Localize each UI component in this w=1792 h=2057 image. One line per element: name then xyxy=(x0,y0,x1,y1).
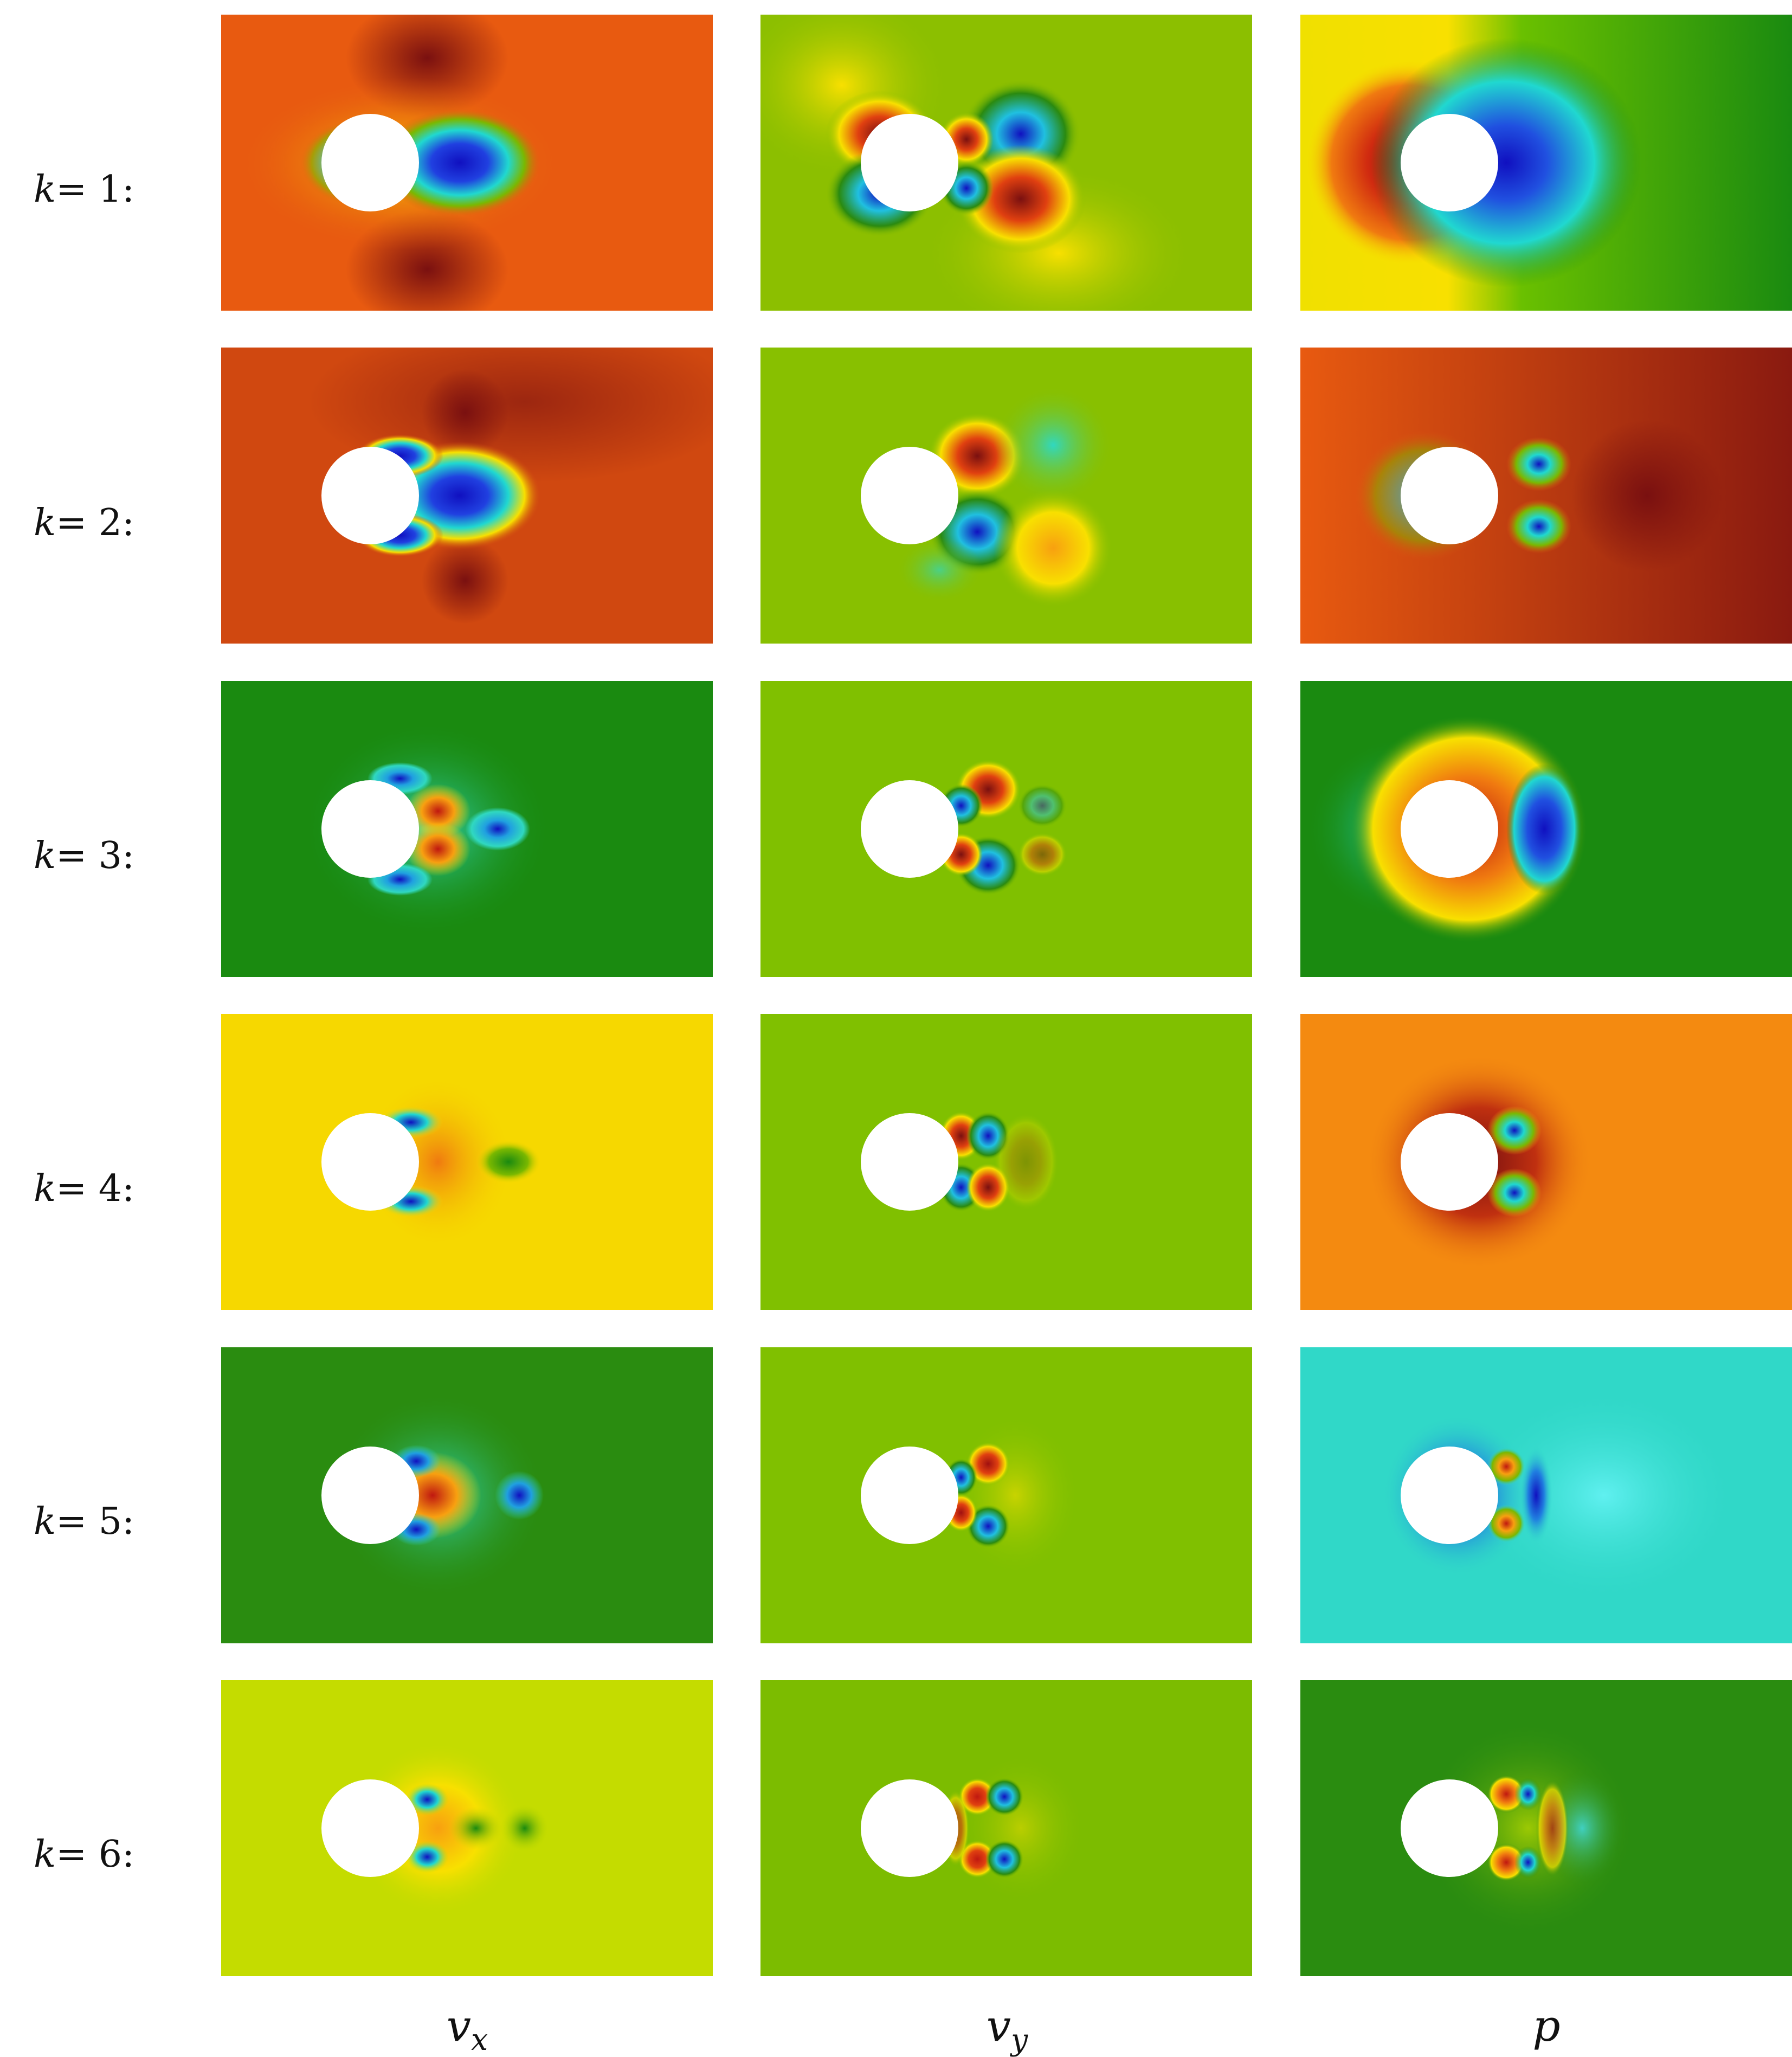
column-label-vx: vx xyxy=(446,2001,488,2057)
cylinder-obstacle xyxy=(1401,1113,1498,1211)
cylinder-obstacle xyxy=(1401,1447,1498,1544)
field-plot-k3-p xyxy=(1300,681,1792,977)
cylinder-obstacle xyxy=(861,1113,958,1211)
cylinder-obstacle xyxy=(861,1447,958,1544)
panel-background xyxy=(760,348,1252,644)
field-plot-k1-vx xyxy=(221,15,713,311)
row-label-k2: k = 2: xyxy=(34,501,134,544)
cylinder-obstacle xyxy=(321,1447,419,1544)
field-panel-k1-p xyxy=(1300,15,1792,311)
row-label-k5: k = 5: xyxy=(34,1500,134,1543)
field-plot-k5-vy xyxy=(760,1347,1252,1643)
cylinder-obstacle xyxy=(861,114,958,211)
field-panel-k5-vy xyxy=(760,1347,1252,1643)
column-label-vy: vy xyxy=(986,2001,1028,2057)
cylinder-obstacle xyxy=(1401,780,1498,878)
field-plot-k5-p xyxy=(1300,1347,1792,1643)
field-panel-k1-vy xyxy=(760,15,1252,311)
field-plot-k1-p xyxy=(1300,15,1792,311)
field-plot-k2-p xyxy=(1300,348,1792,644)
cylinder-obstacle xyxy=(321,780,419,878)
field-panel-k2-vy xyxy=(760,348,1252,644)
field-plot-k3-vx xyxy=(221,681,713,977)
column-label-p: p xyxy=(1532,2001,1561,2051)
cylinder-obstacle xyxy=(321,1779,419,1877)
field-panel-k3-vy xyxy=(760,681,1252,977)
cylinder-obstacle xyxy=(321,447,419,544)
field-panel-k1-vx xyxy=(221,15,713,311)
field-plot-k4-p xyxy=(1300,1014,1792,1310)
cylinder-obstacle xyxy=(1401,114,1498,211)
field-panel-k2-vx xyxy=(221,348,713,644)
panel-background xyxy=(760,681,1252,977)
cylinder-obstacle xyxy=(861,780,958,878)
field-plot-k2-vy xyxy=(760,348,1252,644)
field-panel-k6-vx xyxy=(221,1680,713,1976)
field-panel-k4-p xyxy=(1300,1014,1792,1310)
field-panel-k4-vy xyxy=(760,1014,1252,1310)
field-plot-k5-vx xyxy=(221,1347,713,1643)
cylinder-obstacle xyxy=(861,1779,958,1877)
field-plot-k2-vx xyxy=(221,348,713,644)
field-plot-k1-vy xyxy=(760,15,1252,311)
cylinder-obstacle xyxy=(1401,447,1498,544)
row-label-k4: k = 4: xyxy=(34,1167,134,1210)
field-plot-k6-p xyxy=(1300,1680,1792,1976)
field-plot-k6-vy xyxy=(760,1680,1252,1976)
field-plot-k3-vy xyxy=(760,681,1252,977)
field-panel-k3-p xyxy=(1300,681,1792,977)
field-panel-k6-vy xyxy=(760,1680,1252,1976)
field-plot-k6-vx xyxy=(221,1680,713,1976)
cylinder-obstacle xyxy=(861,447,958,544)
field-panel-k6-p xyxy=(1300,1680,1792,1976)
cylinder-obstacle xyxy=(321,114,419,211)
field-panel-k5-vx xyxy=(221,1347,713,1643)
row-label-k1: k = 1: xyxy=(34,168,134,211)
field-panel-k3-vx xyxy=(221,681,713,977)
cylinder-obstacle xyxy=(1401,1779,1498,1877)
row-label-k6: k = 6: xyxy=(34,1833,134,1876)
field-plot-k4-vx xyxy=(221,1014,713,1310)
cylinder-obstacle xyxy=(321,1113,419,1211)
field-panel-k4-vx xyxy=(221,1014,713,1310)
row-label-k3: k = 3: xyxy=(34,834,134,877)
field-panel-k5-p xyxy=(1300,1347,1792,1643)
field-plot-k4-vy xyxy=(760,1014,1252,1310)
field-panel-k2-p xyxy=(1300,348,1792,644)
